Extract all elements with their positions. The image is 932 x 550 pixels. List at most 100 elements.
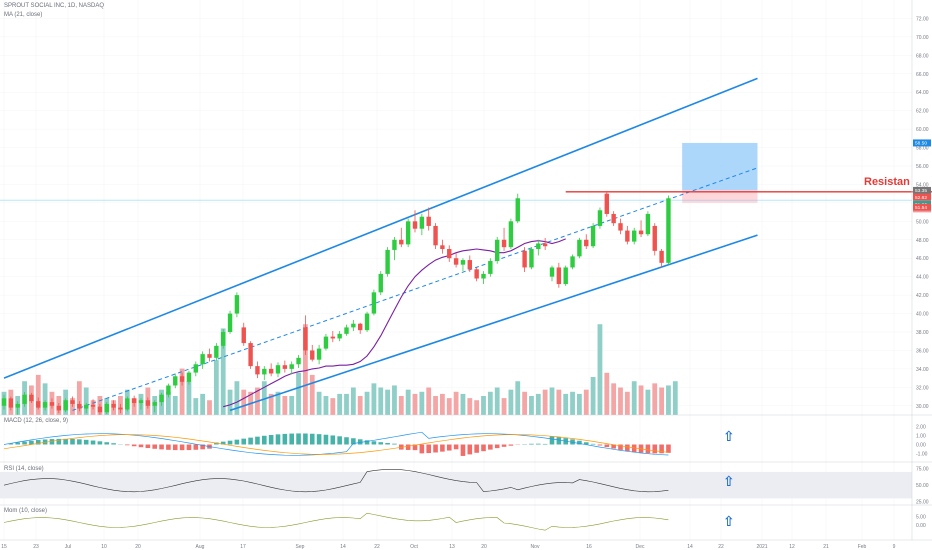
candle-body bbox=[625, 230, 630, 242]
candle-body bbox=[125, 398, 130, 410]
candle-body bbox=[145, 400, 151, 406]
candle-body bbox=[488, 260, 493, 274]
candle bbox=[289, 361, 294, 375]
candle-body bbox=[207, 354, 212, 358]
macd-histogram-bar bbox=[494, 444, 500, 449]
macd-line bbox=[3, 431, 669, 456]
x-tick-label: 14 bbox=[687, 544, 693, 550]
macd-histogram-bar bbox=[111, 443, 116, 445]
x-tick-label: Feb bbox=[858, 544, 867, 550]
candle bbox=[501, 227, 507, 251]
candle-body bbox=[63, 400, 68, 411]
candle bbox=[536, 239, 541, 256]
candle-body bbox=[666, 198, 671, 263]
candle-body bbox=[536, 243, 541, 249]
candle-body bbox=[275, 365, 281, 374]
volume-bar bbox=[227, 389, 233, 415]
candle-body bbox=[590, 225, 596, 247]
candle-body bbox=[241, 327, 246, 344]
candle bbox=[131, 395, 137, 407]
x-tick-label: 9 bbox=[893, 544, 896, 550]
volume-bar bbox=[446, 398, 452, 415]
channel-upper-line bbox=[3, 77, 758, 379]
macd-histogram-bar bbox=[344, 437, 349, 445]
macd-histogram-bar bbox=[22, 441, 27, 445]
position-zones bbox=[0, 142, 912, 203]
macd-histogram-bar bbox=[488, 444, 493, 450]
macd-histogram-bar bbox=[193, 444, 199, 450]
candle bbox=[590, 223, 596, 249]
candle bbox=[385, 247, 390, 277]
mom-tick-label: 0.00 bbox=[916, 523, 926, 529]
candle-body bbox=[529, 249, 534, 268]
macd-legend: MACD (12, 26, close, 9) bbox=[4, 418, 69, 424]
candle bbox=[542, 237, 548, 250]
candle bbox=[70, 396, 75, 407]
y-tick-label: 36.00 bbox=[916, 348, 929, 354]
candle bbox=[125, 396, 130, 412]
candle bbox=[84, 403, 89, 414]
candle bbox=[556, 262, 562, 288]
volume-bar bbox=[303, 324, 308, 415]
macd-histogram-bar bbox=[371, 441, 377, 445]
candle-body bbox=[111, 403, 116, 408]
x-tick-label: 17 bbox=[240, 544, 246, 550]
candle bbox=[447, 245, 452, 262]
y-tick-label: 46.00 bbox=[916, 256, 929, 262]
x-tick-label: 12 bbox=[789, 544, 795, 550]
rsi-band-fill bbox=[0, 471, 912, 499]
volume-bar bbox=[398, 396, 404, 415]
candle-body bbox=[296, 357, 301, 365]
candle-body bbox=[378, 273, 383, 293]
candle-body bbox=[467, 260, 472, 270]
candle-body bbox=[97, 406, 103, 413]
candle-body bbox=[214, 345, 219, 358]
macd-histogram-bar bbox=[652, 444, 658, 454]
candle bbox=[577, 237, 582, 259]
candle-body bbox=[453, 258, 459, 265]
macd-histogram-bar bbox=[351, 438, 356, 445]
volume-bar bbox=[440, 393, 445, 415]
candle-body bbox=[659, 250, 664, 263]
macd-histogram-bar bbox=[433, 444, 438, 453]
candle-body bbox=[15, 403, 20, 408]
candle bbox=[90, 399, 96, 410]
candle bbox=[227, 310, 233, 334]
macd-histogram-bar bbox=[104, 442, 110, 445]
y-tick-label: 72.00 bbox=[916, 16, 929, 22]
macd-histogram-bar bbox=[35, 440, 41, 445]
macd-histogram-bar bbox=[529, 443, 534, 445]
macd-histogram-bar bbox=[63, 438, 68, 445]
candle-body bbox=[173, 376, 178, 386]
macd-histogram-bar bbox=[481, 444, 486, 452]
candle-body bbox=[200, 354, 205, 365]
y-tick-label: 54.00 bbox=[916, 182, 929, 188]
candle-body bbox=[501, 239, 507, 248]
volume-bar bbox=[275, 391, 281, 415]
candle-body bbox=[29, 394, 34, 402]
y-tick-label: 66.00 bbox=[916, 72, 929, 78]
volume-bar bbox=[481, 396, 486, 415]
candle bbox=[392, 237, 397, 261]
x-tick-label: Aug bbox=[196, 544, 205, 550]
price-label-box bbox=[913, 193, 931, 201]
macd-tick-label: 1.00 bbox=[916, 434, 926, 440]
candle bbox=[344, 324, 349, 336]
candle bbox=[118, 403, 123, 414]
candle-body bbox=[542, 243, 548, 247]
candle bbox=[358, 322, 363, 334]
candle bbox=[597, 207, 603, 229]
candle bbox=[1, 394, 7, 410]
candle bbox=[214, 343, 219, 361]
candle bbox=[186, 370, 192, 385]
candle bbox=[248, 341, 253, 369]
volume-bar bbox=[282, 396, 288, 415]
candle bbox=[611, 211, 616, 226]
macd-histogram-bar bbox=[200, 444, 205, 450]
candle bbox=[207, 348, 212, 362]
volume-bar bbox=[652, 383, 658, 415]
y-tick-label: 70.00 bbox=[916, 35, 929, 41]
